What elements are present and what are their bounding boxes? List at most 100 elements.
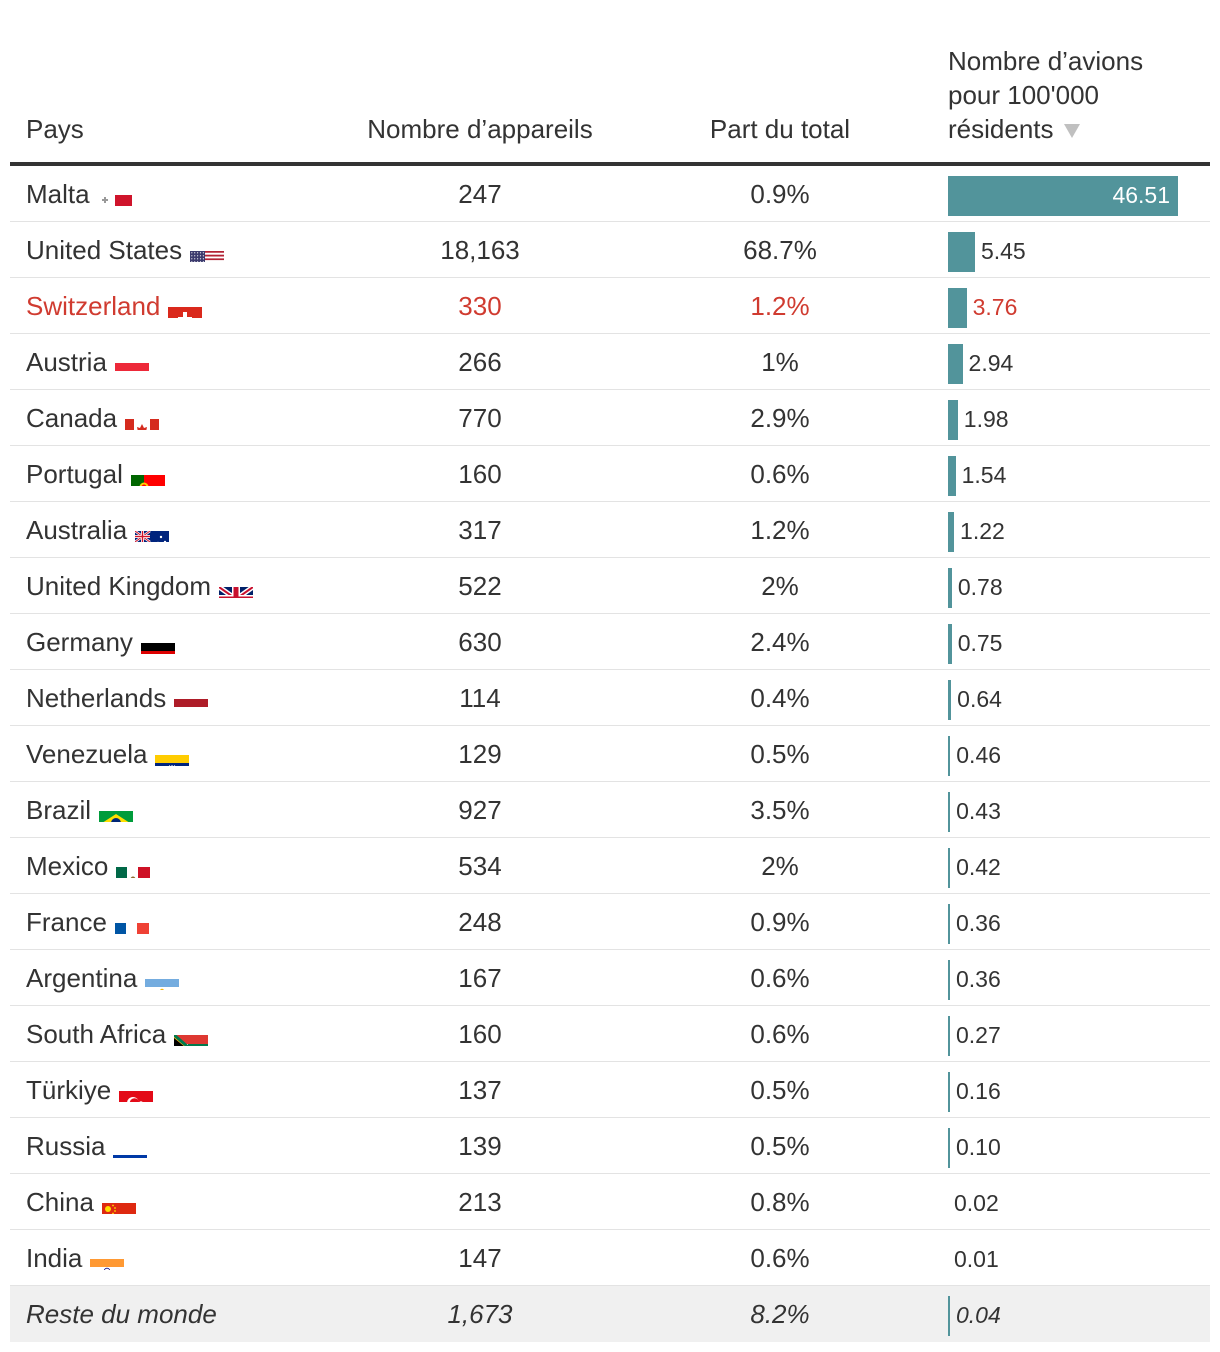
table-row: Switzerland 330 1.2% 3.76 bbox=[10, 278, 1210, 334]
table-row: Mexico 534 2% 0.42 bbox=[10, 838, 1210, 894]
rate-cell: 0.27 bbox=[948, 1006, 1210, 1062]
share-cell: 1.2% bbox=[750, 291, 810, 321]
share-cell: 2.4% bbox=[750, 627, 810, 657]
rate-label: 0.27 bbox=[956, 1022, 1001, 1048]
country-name: Brazil bbox=[26, 795, 92, 825]
share-cell: 0.5% bbox=[750, 739, 810, 769]
count-cell: 213 bbox=[458, 1187, 502, 1217]
country-name: Malta bbox=[26, 179, 90, 209]
united-states-flag-icon bbox=[190, 238, 225, 262]
country-name: Mexico bbox=[26, 851, 109, 881]
rate-cell: 0.16 bbox=[948, 1062, 1210, 1118]
country-name: Russia bbox=[26, 1131, 106, 1161]
table-row: Canada 770 2.9% 1.98 bbox=[10, 390, 1210, 446]
country-name: Austria bbox=[26, 347, 107, 377]
country-name: Canada bbox=[26, 403, 118, 433]
rate-label: 0.10 bbox=[956, 1134, 1001, 1160]
country-name: United States bbox=[26, 235, 183, 265]
rate-label: 0.75 bbox=[957, 630, 1003, 656]
rate-bar bbox=[948, 680, 952, 720]
country-name: Australia bbox=[26, 515, 128, 545]
netherlands-flag-icon bbox=[174, 686, 209, 710]
rate-bar bbox=[948, 736, 951, 776]
table-row: Venezuela 129 0.5% 0.46 bbox=[10, 726, 1210, 782]
rate-label: 46.51 bbox=[1112, 182, 1170, 208]
switzerland-flag-icon bbox=[168, 294, 203, 318]
rate-bar bbox=[948, 456, 956, 496]
rate-cell: 0.42 bbox=[948, 838, 1210, 894]
rate-bar bbox=[948, 232, 975, 272]
rate-cell: 0.36 bbox=[948, 894, 1210, 950]
rate-cell: 46.51 bbox=[948, 166, 1210, 222]
share-cell: 0.6% bbox=[750, 1019, 810, 1049]
header-rate-line3: résidents bbox=[948, 114, 1054, 144]
china-flag-icon bbox=[101, 1190, 136, 1214]
country-name: Reste du monde bbox=[26, 1299, 217, 1329]
count-cell: 770 bbox=[458, 403, 502, 433]
country-name: India bbox=[26, 1243, 83, 1273]
country-name: China bbox=[26, 1187, 94, 1217]
count-cell: 630 bbox=[458, 627, 502, 657]
share-cell: 0.6% bbox=[750, 459, 810, 489]
count-cell: 248 bbox=[458, 907, 502, 937]
rate-cell: 0.43 bbox=[948, 782, 1210, 838]
country-name: Türkiye bbox=[26, 1075, 112, 1105]
table-row: Brazil 927 3.5% 0.43 bbox=[10, 782, 1210, 838]
count-cell: 167 bbox=[458, 963, 502, 993]
rate-label: 0.16 bbox=[956, 1078, 1001, 1104]
rate-label: 3.76 bbox=[972, 294, 1018, 320]
rate-label: 0.02 bbox=[954, 1190, 999, 1216]
rate-bar bbox=[948, 400, 958, 440]
rate-bar bbox=[948, 344, 963, 384]
rate-label: 0.78 bbox=[957, 574, 1003, 600]
share-cell: 1.2% bbox=[750, 515, 810, 545]
rate-cell: 0.78 bbox=[948, 558, 1210, 614]
share-cell: 0.6% bbox=[750, 963, 810, 993]
share-cell: 1% bbox=[761, 347, 799, 377]
count-cell: 317 bbox=[458, 515, 502, 545]
rate-label: 0.04 bbox=[956, 1302, 1001, 1328]
table-row: Russia 139 0.5% 0.10 bbox=[10, 1118, 1210, 1174]
rate-bar bbox=[948, 176, 1178, 216]
country-name: Switzerland bbox=[26, 291, 161, 321]
rate-bar bbox=[948, 904, 950, 944]
rate-label: 0.36 bbox=[956, 966, 1001, 992]
count-cell: 330 bbox=[458, 291, 502, 321]
table-row: France 248 0.9% 0.36 bbox=[10, 894, 1210, 950]
mexico-flag-icon bbox=[116, 854, 151, 878]
count-cell: 247 bbox=[458, 179, 502, 209]
country-name: Germany bbox=[26, 627, 133, 657]
rate-cell: 3.76 bbox=[948, 278, 1210, 334]
table-body: Malta 247 0.9% 46.51 United States 18,163 68.7… bbox=[10, 166, 1210, 1342]
rate-bar bbox=[948, 512, 955, 552]
count-cell: 522 bbox=[458, 571, 502, 601]
count-cell: 129 bbox=[458, 739, 502, 769]
header-rate[interactable]: Nombre d’avions pour 100'000 résidents bbox=[948, 44, 1208, 146]
count-cell: 160 bbox=[458, 459, 502, 489]
share-cell: 0.9% bbox=[750, 179, 810, 209]
sort-descending-icon[interactable] bbox=[1063, 124, 1080, 139]
header-count[interactable]: Nombre d’appareils bbox=[367, 114, 593, 144]
rate-label: 2.94 bbox=[968, 350, 1014, 376]
country-cell: Canada bbox=[26, 390, 160, 446]
count-cell: 160 bbox=[458, 1019, 502, 1049]
rate-cell: 0.10 bbox=[948, 1118, 1210, 1174]
country-name: France bbox=[26, 907, 107, 937]
table-row: Australia 317 1.2% 1.22 bbox=[10, 502, 1210, 558]
count-cell: 114 bbox=[459, 683, 501, 713]
country-cell: Reste du monde bbox=[26, 1286, 217, 1342]
country-cell: Germany bbox=[26, 614, 175, 670]
country-cell: United Kingdom bbox=[26, 558, 253, 614]
portugal-flag-icon bbox=[130, 462, 165, 486]
header-country[interactable]: Pays bbox=[26, 114, 84, 144]
share-cell: 0.8% bbox=[750, 1187, 810, 1217]
rate-bar bbox=[948, 1016, 950, 1056]
count-cell: 534 bbox=[458, 851, 502, 881]
canada-flag-icon bbox=[125, 406, 160, 430]
argentina-flag-icon bbox=[145, 966, 180, 990]
rate-bar bbox=[948, 624, 952, 664]
rate-label: 1.54 bbox=[961, 462, 1007, 488]
header-share[interactable]: Part du total bbox=[709, 114, 851, 144]
share-cell: 0.6% bbox=[750, 1243, 810, 1273]
table-row: United Kingdom 522 2% 0.78 bbox=[10, 558, 1210, 614]
